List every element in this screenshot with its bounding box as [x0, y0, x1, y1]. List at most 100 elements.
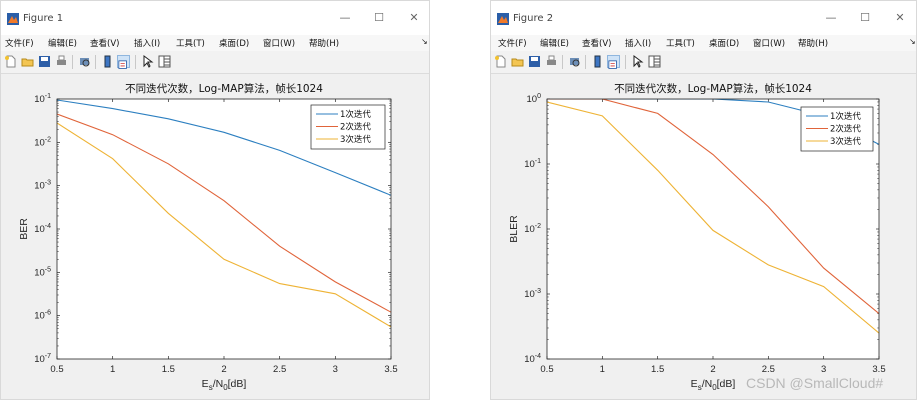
x-tick-label: 0.5	[540, 364, 553, 375]
menu-dock-arrow-icon[interactable]: ↘	[909, 37, 916, 46]
x-tick-label: 3	[821, 364, 826, 375]
save-icon[interactable]	[38, 55, 51, 68]
new-figure-icon[interactable]	[494, 55, 507, 68]
chart-title: 不同迭代次数，Log-MAP算法，帧长1024	[614, 82, 812, 95]
insert-legend-icon[interactable]	[117, 55, 130, 69]
series-line-1	[57, 99, 391, 196]
figure-1-window: Figure 1 — ☐ ✕ 文件(F) 编辑(E) 查看(V) 插入(I) 工…	[0, 0, 430, 400]
close-button[interactable]: ✕	[409, 11, 419, 24]
menu-help[interactable]: 帮助(H)	[798, 39, 829, 49]
insert-colorbar-icon[interactable]	[101, 55, 114, 68]
menu-edit[interactable]: 编辑(E)	[48, 39, 78, 49]
x-axis-label: Es/N0[dB]	[202, 378, 247, 392]
open-file-icon[interactable]	[21, 55, 34, 68]
menu-bar: 文件(F) 编辑(E) 查看(V) 插入(I) 工具(T) 桌面(D) 窗口(W…	[491, 35, 916, 51]
edit-plot-icon[interactable]	[631, 55, 644, 68]
maximize-button[interactable]: ☐	[860, 11, 870, 24]
save-icon[interactable]	[528, 55, 541, 68]
x-tick-label: 1	[600, 364, 605, 375]
legend-label: 1次迭代	[340, 109, 371, 120]
series-line-3	[57, 122, 391, 328]
menu-window[interactable]: 窗口(W)	[753, 39, 786, 49]
insert-legend-icon[interactable]	[607, 55, 620, 69]
y-tick-label: 10-7	[34, 353, 51, 365]
watermark: CSDN @SmallCloud#	[746, 375, 884, 391]
x-tick-label: 3	[333, 364, 338, 375]
series-group	[57, 99, 391, 328]
toolbar-separator	[72, 55, 73, 69]
menu-file[interactable]: 文件(F)	[5, 39, 34, 49]
window-title: Figure 1	[23, 13, 64, 24]
y-axis-label: BLER	[508, 215, 520, 243]
x-tick-label: 3.5	[384, 364, 397, 375]
title-bar: Figure 2 — ☐ ✕	[491, 1, 916, 35]
y-tick-label: 10-2	[34, 136, 51, 148]
x-tick-label: 3.5	[872, 364, 885, 375]
toolbar-separator	[585, 55, 586, 69]
x-tick-label: 1.5	[651, 364, 664, 375]
series-line-2	[547, 99, 879, 315]
edit-plot-icon[interactable]	[141, 55, 154, 68]
x-tick-label: 2.5	[762, 364, 775, 375]
y-tick-label: 10-3	[34, 180, 51, 192]
property-inspector-icon[interactable]	[158, 55, 171, 68]
toolbar	[491, 51, 916, 74]
legend-label: 3次迭代	[340, 134, 371, 145]
x-tick-label: 2	[710, 364, 715, 375]
print-icon[interactable]	[545, 55, 558, 68]
menu-desktop[interactable]: 桌面(D)	[709, 39, 740, 49]
y-tick-label: 10-6	[34, 310, 51, 322]
new-figure-icon[interactable]	[4, 55, 17, 68]
toolbar	[1, 51, 429, 74]
chart-title: 不同迭代次数，Log-MAP算法，帧长1024	[125, 82, 323, 95]
menu-view[interactable]: 查看(V)	[90, 39, 120, 49]
x-tick-label: 0.5	[50, 364, 63, 375]
menu-file[interactable]: 文件(F)	[498, 39, 527, 49]
y-axis-label: BER	[18, 218, 30, 240]
matlab-figure-icon	[7, 13, 19, 25]
y-tick-label: 10-2	[524, 223, 541, 235]
menu-tools[interactable]: 工具(T)	[666, 39, 695, 49]
bler-plot[interactable]: 不同迭代次数，Log-MAP算法，帧长1024 0.5 1 1.5 2 2.5 3 3.5 10…	[491, 73, 917, 401]
menu-view[interactable]: 查看(V)	[582, 39, 612, 49]
property-inspector-icon[interactable]	[648, 55, 661, 68]
legend-label: 2次迭代	[830, 124, 861, 135]
insert-colorbar-icon[interactable]	[591, 55, 604, 68]
y-tick-label: 100	[527, 93, 542, 105]
menu-window[interactable]: 窗口(W)	[263, 39, 296, 49]
toolbar-separator	[135, 55, 136, 69]
menu-dock-arrow-icon[interactable]: ↘	[421, 37, 428, 46]
axes-box	[56, 98, 392, 360]
menu-help[interactable]: 帮助(H)	[309, 39, 340, 49]
y-tick-label: 10-3	[524, 288, 541, 300]
open-file-icon[interactable]	[511, 55, 524, 68]
series-line-2	[57, 113, 391, 313]
y-tick-label: 10-1	[524, 158, 541, 170]
print-icon[interactable]	[55, 55, 68, 68]
print-preview-icon[interactable]	[568, 55, 581, 68]
legend-label: 1次迭代	[830, 111, 861, 122]
menu-tools[interactable]: 工具(T)	[176, 39, 205, 49]
close-button[interactable]: ✕	[895, 11, 905, 24]
print-preview-icon[interactable]	[78, 55, 91, 68]
menu-edit[interactable]: 编辑(E)	[540, 39, 570, 49]
toolbar-separator	[625, 55, 626, 69]
series-line-3	[547, 101, 879, 334]
legend-label: 3次迭代	[830, 136, 861, 147]
x-tick-label: 2	[221, 364, 226, 375]
toolbar-separator	[562, 55, 563, 69]
y-tick-label: 10-5	[34, 266, 51, 278]
ber-plot[interactable]: 不同迭代次数，Log-MAP算法，帧长1024 0.5 1 1.5 2 2.5 3 3.5 10…	[1, 73, 431, 401]
menu-desktop[interactable]: 桌面(D)	[219, 39, 250, 49]
menu-insert[interactable]: 插入(I)	[134, 39, 161, 49]
menu-insert[interactable]: 插入(I)	[625, 39, 652, 49]
title-bar: Figure 1 — ☐ ✕	[1, 1, 429, 35]
y-tick-label: 10-1	[34, 93, 51, 105]
figure-2-window: Figure 2 — ☐ ✕ 文件(F) 编辑(E) 查看(V) 插入(I) 工…	[490, 0, 917, 400]
matlab-figure-icon	[497, 13, 509, 25]
maximize-button[interactable]: ☐	[374, 11, 384, 24]
y-tick-label: 10-4	[34, 223, 51, 235]
minimize-button[interactable]: —	[339, 11, 351, 24]
window-title: Figure 2	[513, 13, 554, 24]
minimize-button[interactable]: —	[825, 11, 837, 24]
